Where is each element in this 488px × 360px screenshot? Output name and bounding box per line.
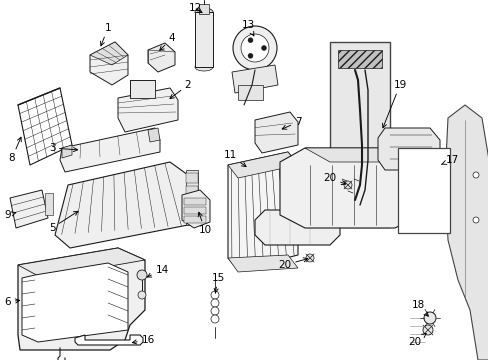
Polygon shape (227, 152, 297, 178)
Circle shape (210, 291, 219, 299)
Polygon shape (22, 263, 128, 342)
Bar (329, 42, 389, 227)
Text: 17: 17 (440, 155, 458, 165)
Bar (130, 80, 155, 98)
Circle shape (137, 270, 147, 280)
Circle shape (210, 315, 219, 323)
Bar (45, 193, 53, 215)
Bar (183, 207, 205, 214)
Ellipse shape (195, 63, 213, 71)
Text: 1: 1 (101, 23, 111, 46)
Polygon shape (280, 148, 419, 228)
Circle shape (210, 307, 219, 315)
Circle shape (247, 53, 252, 58)
Polygon shape (18, 248, 145, 278)
Polygon shape (227, 255, 297, 272)
Circle shape (261, 45, 266, 50)
Polygon shape (90, 42, 128, 65)
Bar (185, 212, 198, 222)
Text: 20: 20 (323, 173, 345, 185)
Text: 5: 5 (49, 211, 78, 233)
Bar (183, 198, 205, 205)
Text: 7: 7 (282, 117, 301, 129)
Bar (195, 12, 213, 67)
Bar (185, 170, 198, 225)
Polygon shape (148, 128, 160, 142)
Text: 19: 19 (382, 80, 406, 128)
Bar (183, 216, 205, 223)
Bar (185, 186, 198, 196)
Polygon shape (305, 148, 419, 162)
Text: 14: 14 (147, 265, 168, 277)
Bar (337, 50, 381, 68)
Bar (185, 173, 198, 183)
Text: 20: 20 (278, 258, 307, 270)
Circle shape (138, 291, 146, 299)
Polygon shape (254, 210, 339, 245)
Text: 2: 2 (169, 80, 191, 99)
Bar (381, 195, 389, 203)
Polygon shape (254, 112, 297, 153)
Ellipse shape (256, 211, 273, 246)
Text: 4: 4 (160, 33, 175, 50)
Text: 11: 11 (223, 150, 245, 167)
Polygon shape (62, 145, 72, 158)
Text: 8: 8 (9, 137, 21, 163)
Bar (381, 145, 389, 153)
Text: 9: 9 (5, 210, 16, 220)
Polygon shape (60, 128, 160, 172)
Circle shape (247, 38, 252, 43)
Circle shape (343, 181, 351, 189)
Circle shape (472, 172, 478, 178)
Polygon shape (10, 190, 48, 228)
Polygon shape (182, 190, 209, 228)
Text: 18: 18 (410, 300, 427, 316)
Polygon shape (55, 162, 187, 248)
Text: 10: 10 (198, 212, 211, 235)
Polygon shape (18, 248, 145, 350)
Bar (238, 85, 263, 100)
Polygon shape (118, 88, 178, 132)
Polygon shape (231, 65, 278, 93)
Text: 20: 20 (407, 333, 425, 347)
Text: 13: 13 (241, 20, 254, 36)
Text: 16: 16 (132, 335, 154, 345)
Ellipse shape (195, 8, 213, 16)
Circle shape (232, 26, 276, 70)
Text: 6: 6 (5, 297, 20, 307)
Text: 15: 15 (211, 273, 224, 293)
Circle shape (472, 217, 478, 223)
Circle shape (241, 34, 268, 62)
Circle shape (422, 325, 432, 335)
Bar (295, 218, 310, 236)
Polygon shape (444, 105, 488, 360)
Bar (185, 199, 198, 209)
Bar (381, 165, 389, 173)
Circle shape (305, 254, 313, 262)
Text: 3: 3 (49, 143, 78, 153)
Polygon shape (75, 335, 142, 345)
Circle shape (423, 312, 435, 324)
Polygon shape (227, 152, 297, 270)
Polygon shape (377, 128, 439, 170)
Circle shape (210, 299, 219, 307)
Bar (199, 4, 208, 14)
Bar (397, 148, 449, 233)
Polygon shape (18, 88, 72, 165)
Bar (295, 180, 310, 198)
Polygon shape (90, 42, 128, 85)
Text: 12: 12 (188, 3, 202, 13)
Polygon shape (148, 43, 175, 72)
